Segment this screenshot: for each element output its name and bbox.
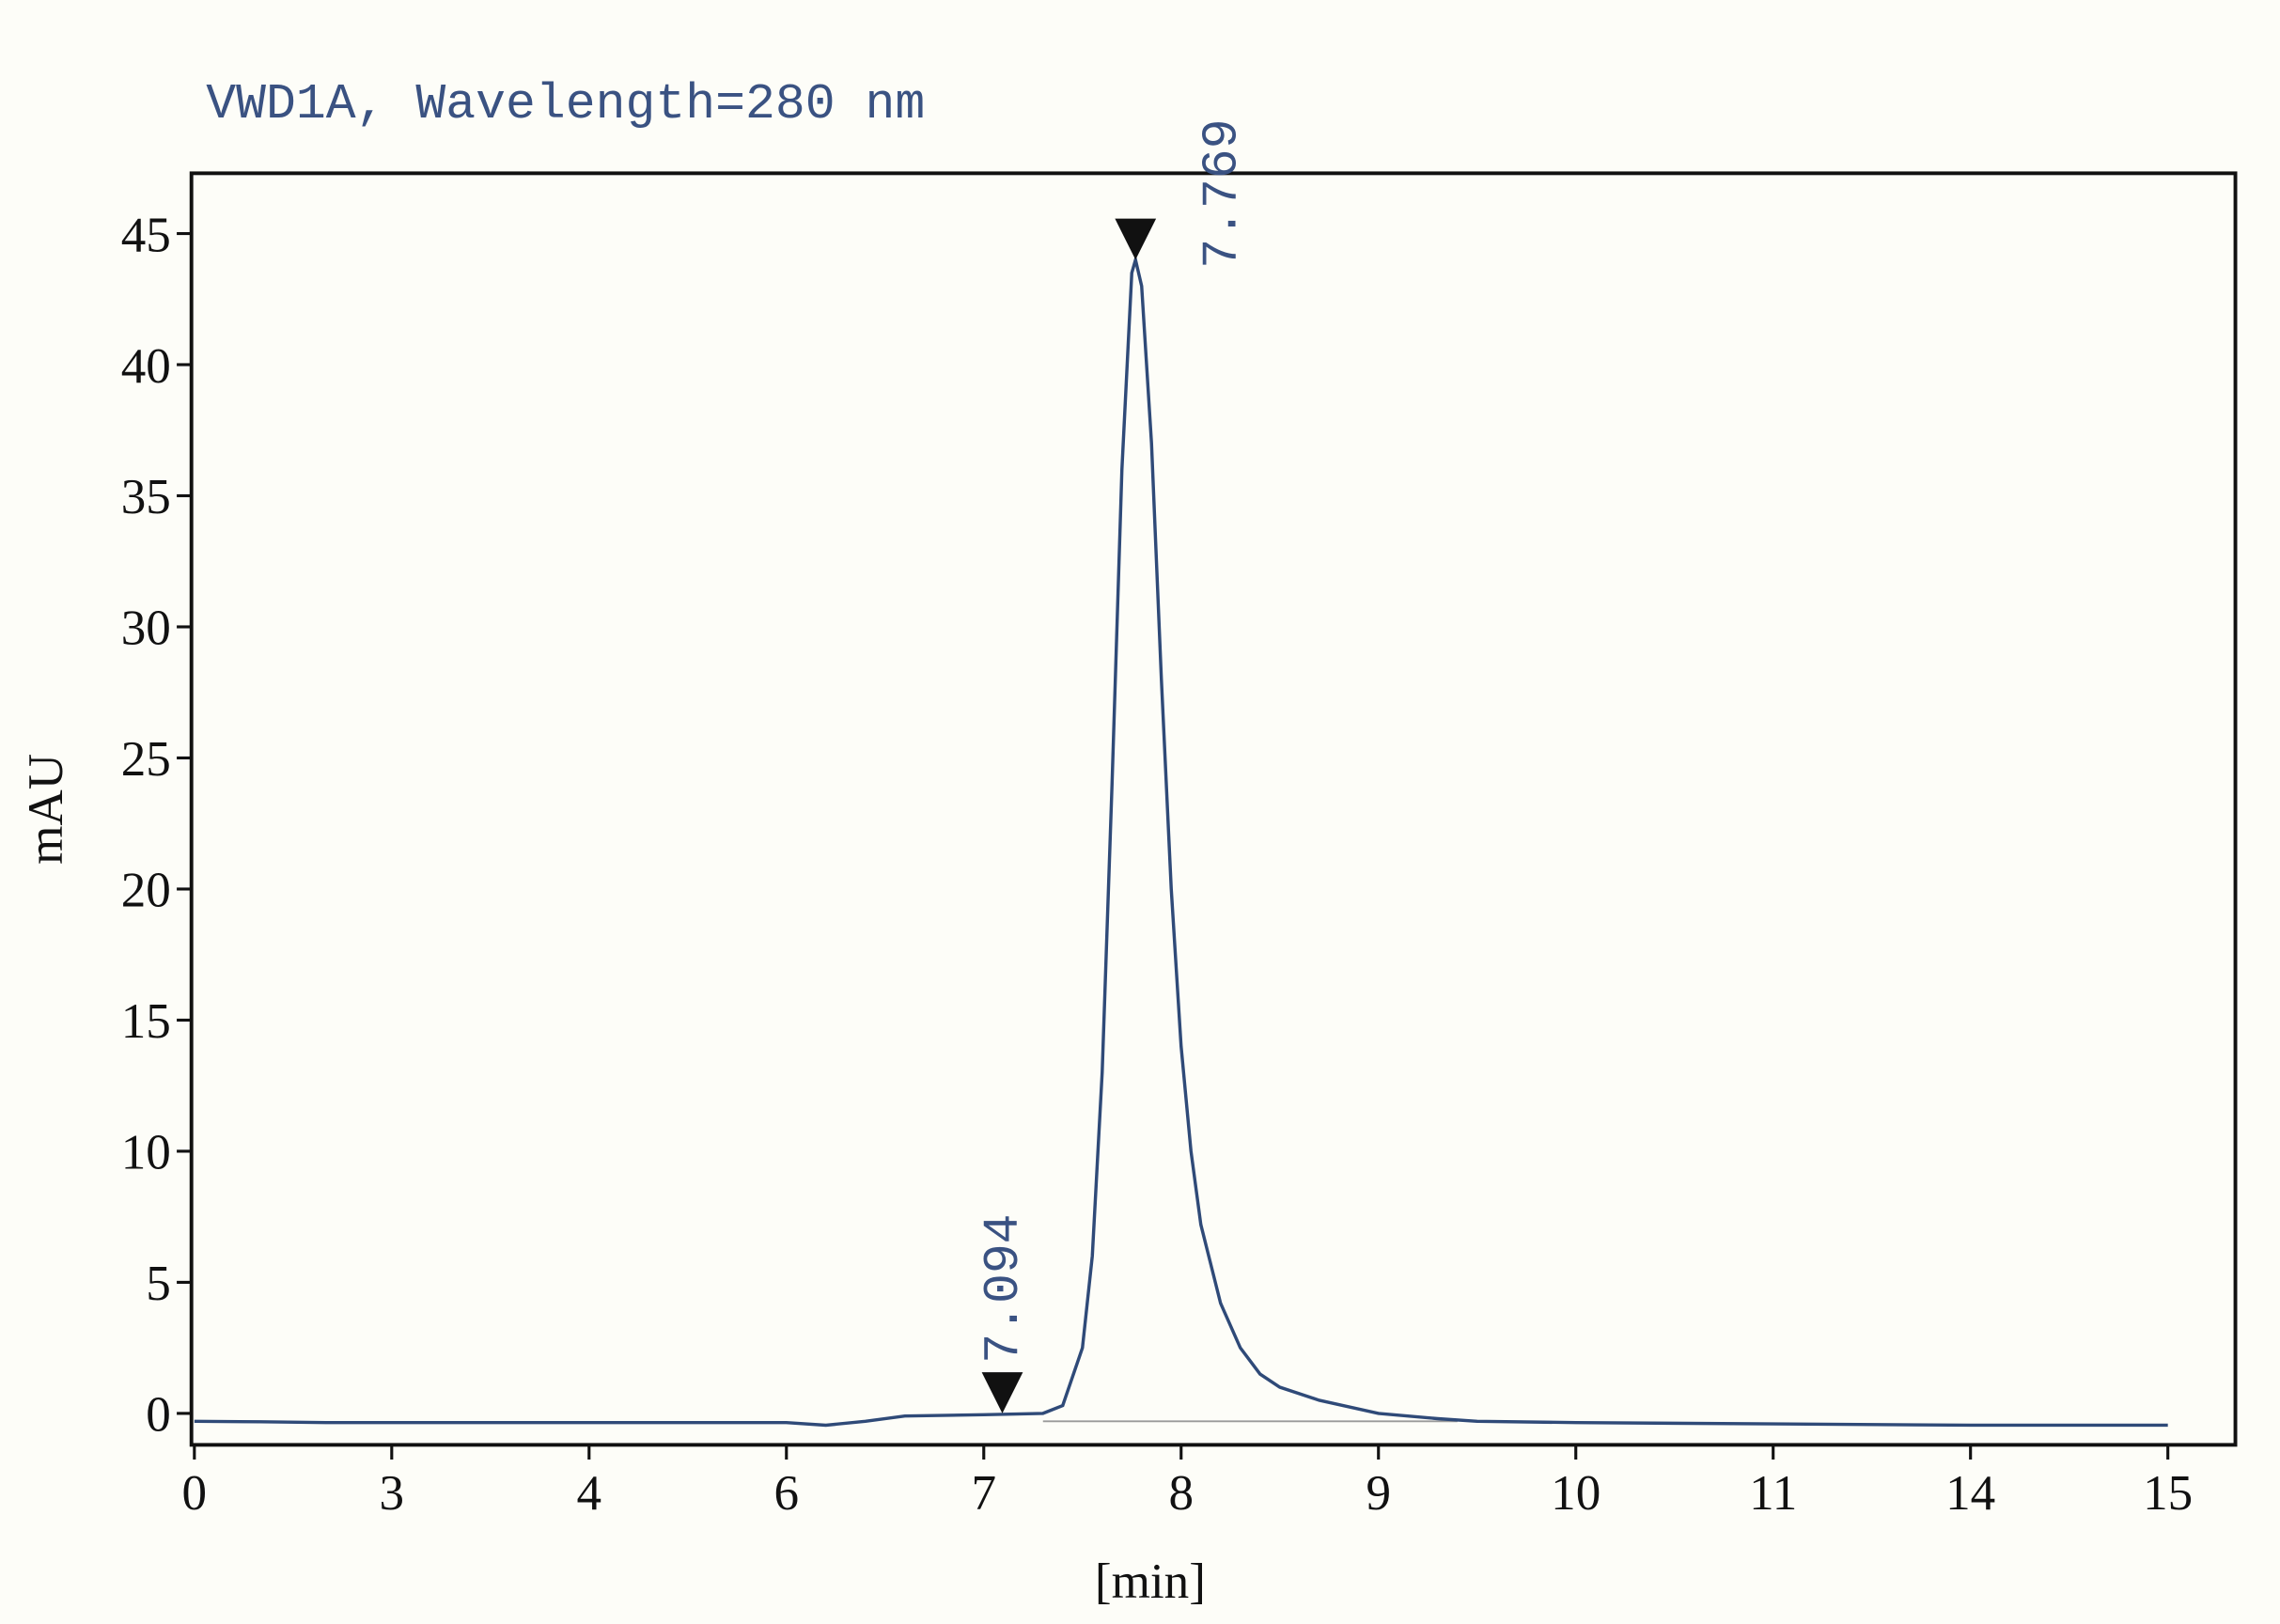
y-tick-label: 35	[121, 470, 171, 524]
x-tick-label: 14	[1945, 1466, 1995, 1521]
x-tick-label: 3	[380, 1466, 405, 1521]
y-tick-label: 10	[121, 1126, 171, 1180]
y-axis-label: mAU	[19, 754, 73, 865]
x-tick-label: 0	[182, 1466, 208, 1521]
x-tick-label: 4	[577, 1466, 602, 1521]
y-tick-label: 5	[146, 1257, 171, 1311]
plot-frame	[189, 171, 2238, 1447]
x-tick-label: 10	[1551, 1466, 1601, 1521]
peak-label: 7.769	[1194, 118, 1250, 268]
x-axis-label: [min]	[1095, 1554, 1206, 1609]
x-tick-label: 9	[1366, 1466, 1391, 1521]
x-tick-label: 8	[1168, 1466, 1194, 1521]
peak-marker	[1115, 218, 1157, 260]
y-tick-label: 20	[121, 864, 171, 918]
peak-marker	[981, 1372, 1023, 1413]
peak-label: 7.094	[976, 1213, 1032, 1363]
y-tick-label: 40	[121, 339, 171, 394]
y-tick-label: 15	[121, 994, 171, 1049]
x-tick-label: 7	[971, 1466, 996, 1521]
y-tick-label: 30	[121, 601, 171, 656]
y-tick-label: 0	[146, 1388, 171, 1443]
y-tick-label: 25	[121, 732, 171, 787]
chart-title: VWD1A, Wavelength=280 nm	[206, 76, 925, 133]
y-tick-label: 45	[121, 208, 171, 262]
x-tick-label: 11	[1749, 1466, 1797, 1521]
x-tick-label: 6	[773, 1466, 799, 1521]
x-tick-label: 15	[2143, 1466, 2193, 1521]
trace-line	[194, 253, 2168, 1428]
